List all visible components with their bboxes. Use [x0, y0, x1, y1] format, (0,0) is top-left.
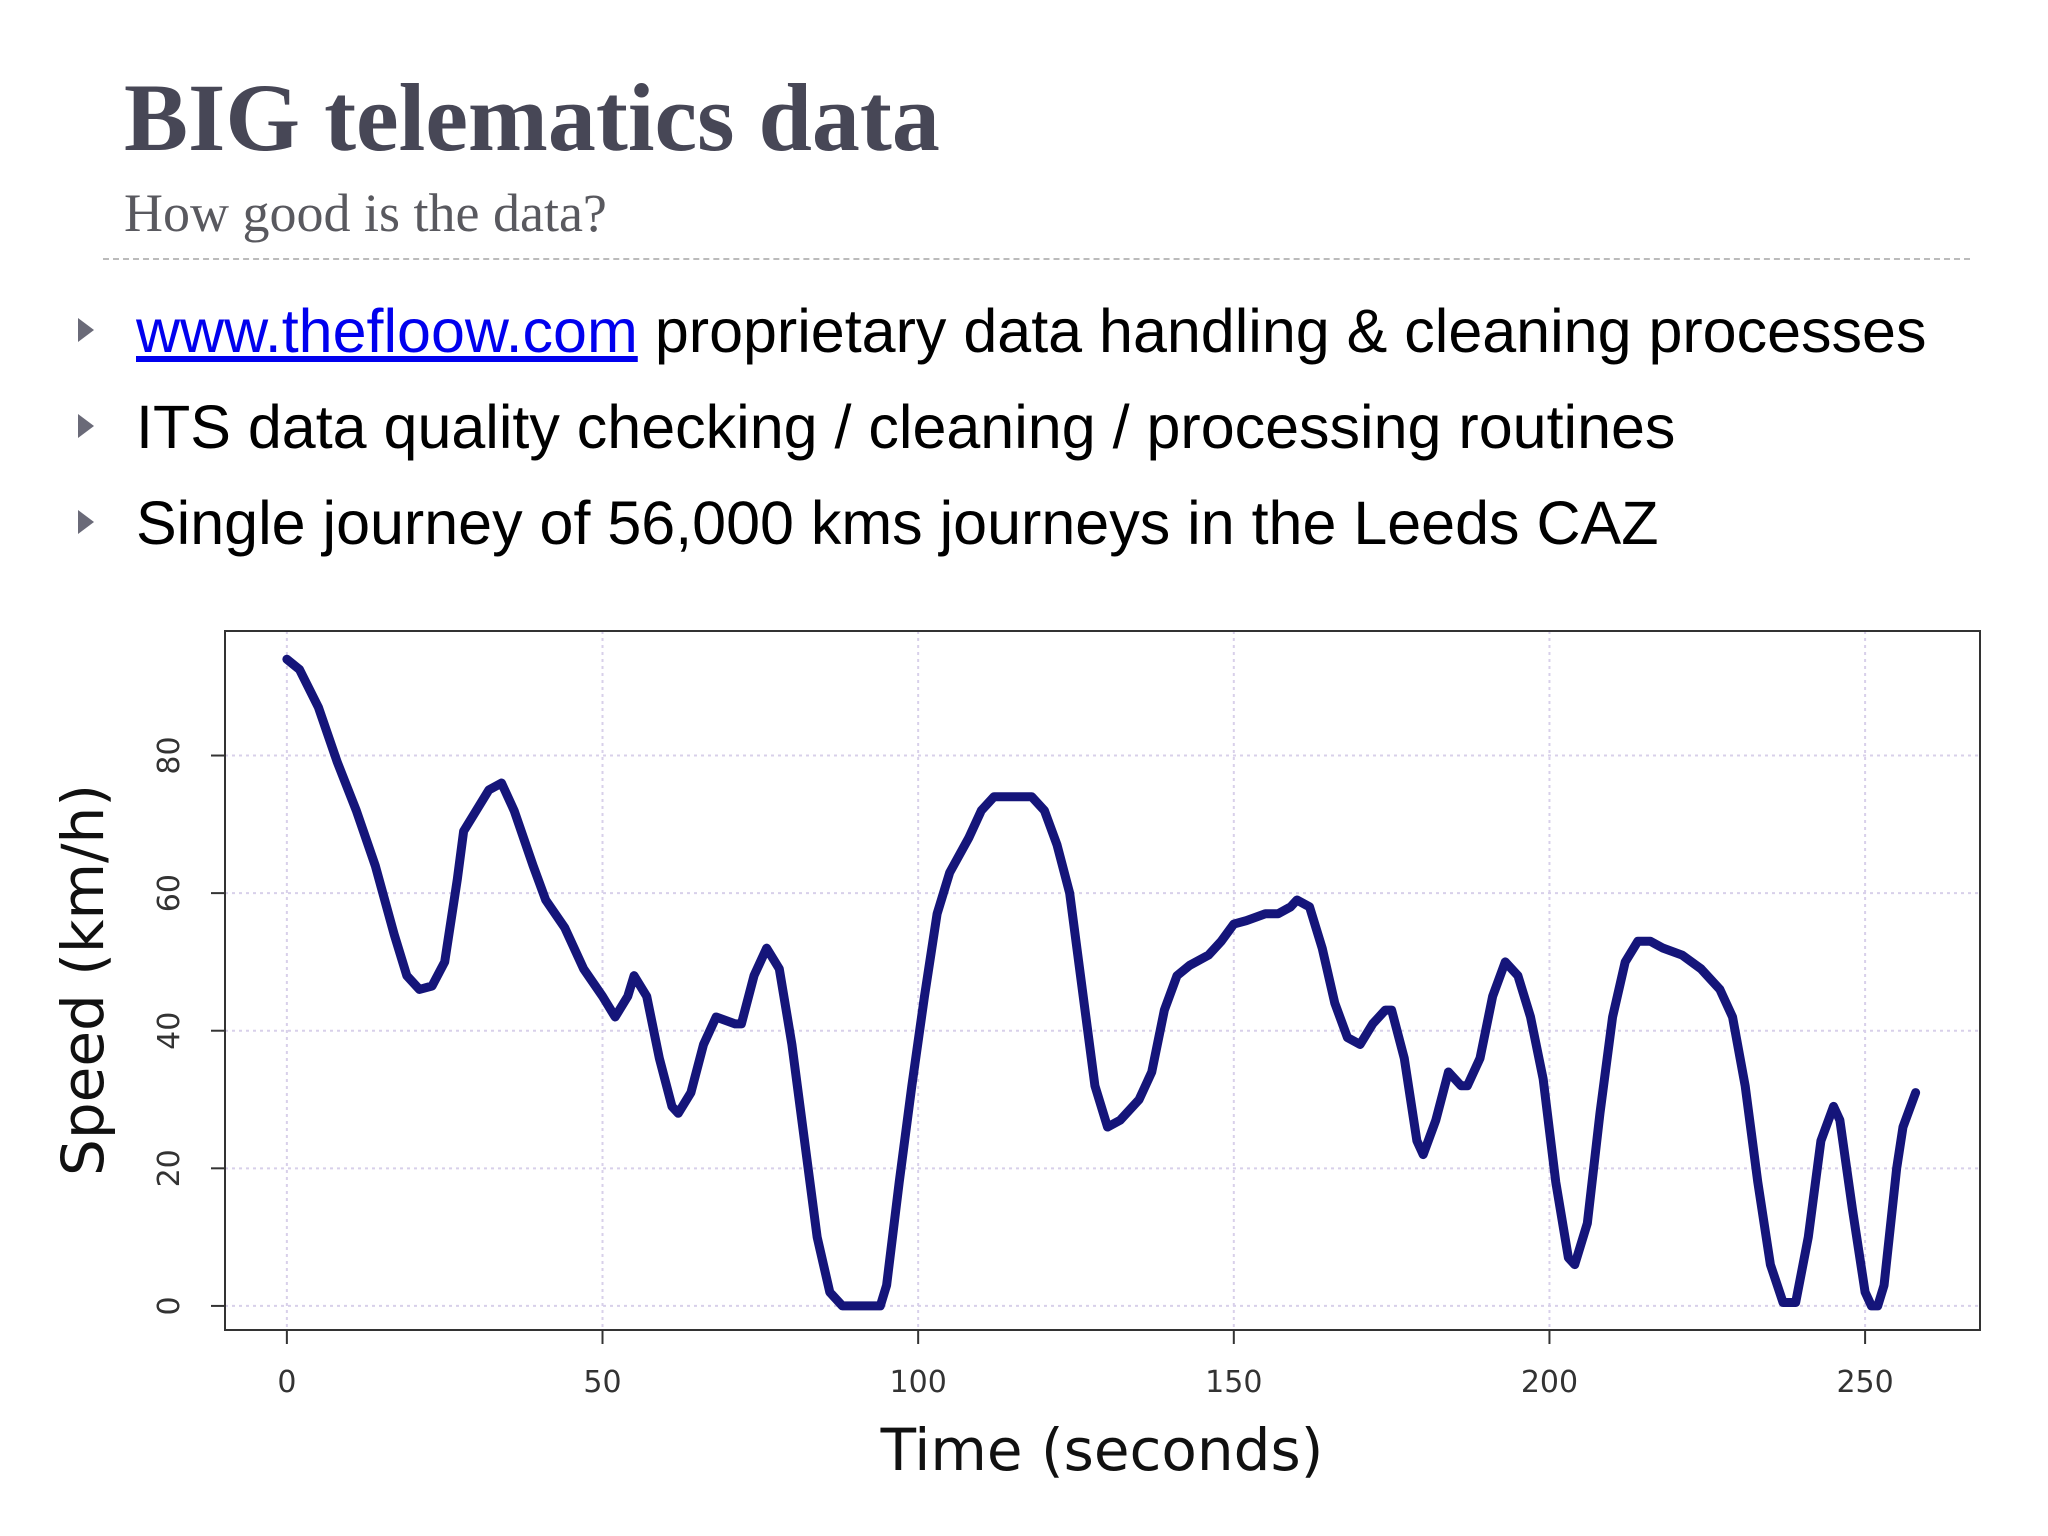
bullet-text: Single journey of 56,000 kms journeys in… [136, 489, 1659, 557]
speed-line [282, 654, 1921, 1311]
plot-frame [224, 630, 1981, 1331]
link[interactable]: www.thefloow.com [136, 297, 638, 365]
x-tick-label: 250 [1836, 1365, 1893, 1400]
x-tick-label: 150 [1205, 1365, 1262, 1400]
slide-title: BIG telematics data [124, 64, 940, 171]
y-tick-label: 80 [152, 736, 187, 774]
y-axis-label: Speed (km/h) [49, 784, 117, 1176]
y-tick-label: 60 [152, 874, 187, 912]
x-tick-label: 0 [277, 1365, 296, 1400]
y-tick-label: 40 [152, 1012, 187, 1050]
bullet: ITS data quality checking / cleaning / p… [78, 384, 1986, 470]
x-tick-label: 100 [890, 1365, 947, 1400]
bullet: Single journey of 56,000 kms journeys in… [78, 480, 1986, 566]
divider [103, 258, 1970, 260]
bullet-text: ITS data quality checking / cleaning / p… [136, 393, 1676, 461]
y-tick-label: 0 [152, 1296, 187, 1315]
bullet-text: proprietary data handling & cleaning pro… [654, 297, 1927, 365]
chart: Time (seconds) Speed (km/h) 0 50 100 150 200… [49, 622, 2048, 1536]
bullet-list: www.thefloow.com proprietary data handlin… [78, 288, 1986, 576]
slide-subtitle: How good is the data? [124, 183, 607, 243]
bullet: www.thefloow.com proprietary data handlin… [78, 288, 1986, 374]
x-axis-label: Time (seconds) [880, 1416, 1324, 1484]
x-tick-label: 50 [583, 1365, 621, 1400]
y-tick-label: 20 [152, 1149, 187, 1187]
x-tick-label: 200 [1521, 1365, 1578, 1400]
plot-area [225, 631, 1980, 1330]
